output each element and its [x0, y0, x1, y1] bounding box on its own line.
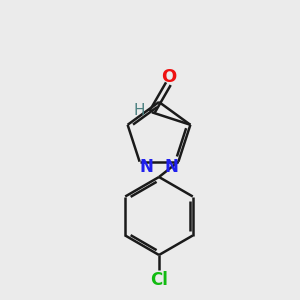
- Text: H: H: [134, 103, 145, 118]
- Text: Cl: Cl: [150, 271, 168, 289]
- Text: O: O: [161, 68, 176, 86]
- Text: N: N: [139, 158, 153, 176]
- Text: N: N: [165, 158, 179, 176]
